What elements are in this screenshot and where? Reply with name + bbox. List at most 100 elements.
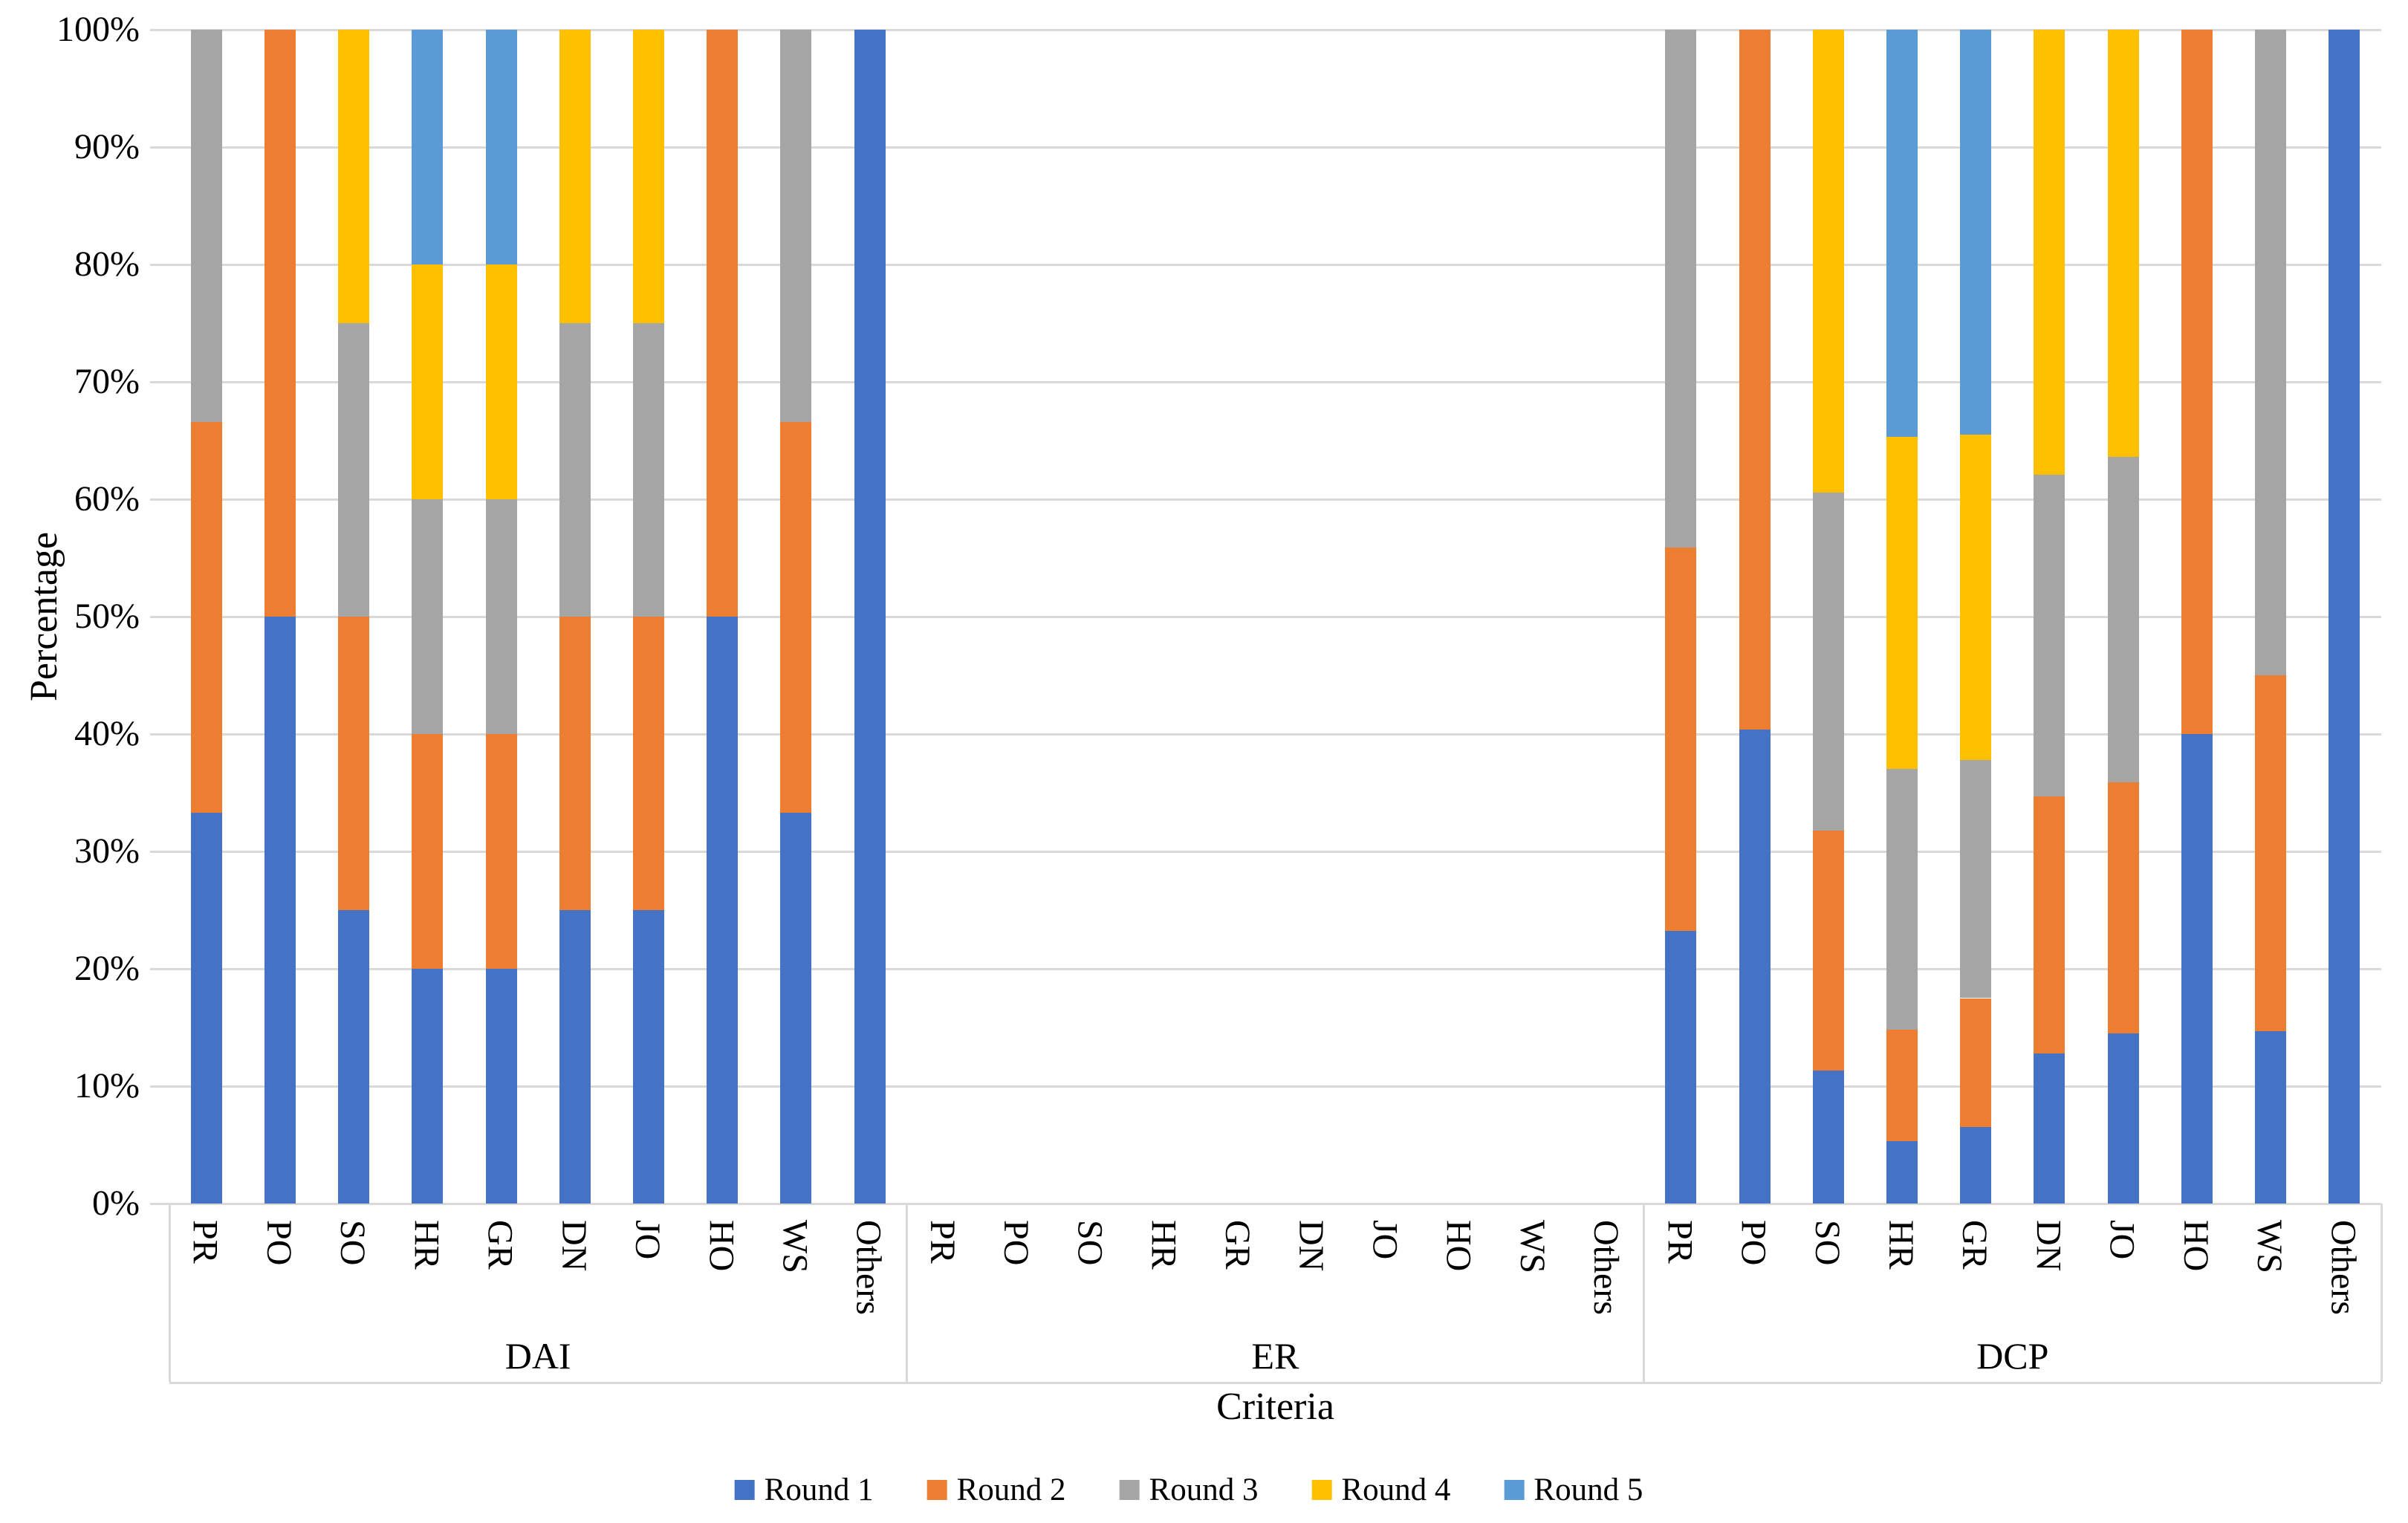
category-label: DN <box>554 1220 594 1272</box>
category-label: PR <box>922 1220 962 1264</box>
category-label: HR <box>1880 1220 1921 1270</box>
legend-item-round-2: Round 2 <box>926 1474 1066 1506</box>
category-label: Others <box>848 1220 889 1315</box>
category-label: WS <box>775 1220 815 1273</box>
category-label: WS <box>2250 1220 2290 1273</box>
bar-segment-round-2 <box>559 617 591 910</box>
category-label: SO <box>333 1220 373 1266</box>
category-label: HR <box>406 1220 447 1270</box>
gridline <box>169 615 2381 618</box>
bar-segment-round-3 <box>2255 30 2287 675</box>
bar-segment-round-1 <box>2329 30 2360 1204</box>
bar-segment-round-3 <box>780 30 812 422</box>
bar-segment-round-2 <box>412 734 444 969</box>
y-axis-tick <box>150 1085 169 1088</box>
legend-label: Round 5 <box>1534 1472 1643 1507</box>
y-axis-tick <box>150 967 169 970</box>
group-separator <box>168 1204 171 1382</box>
category-label: GR <box>1217 1220 1257 1270</box>
bar-segment-round-5 <box>485 30 517 264</box>
category-label: GR <box>480 1220 520 1270</box>
y-tick-label: 20% <box>74 949 140 988</box>
bar-segment-round-2 <box>1886 1030 1918 1142</box>
bar-segment-round-2 <box>338 617 370 910</box>
legend-label: Round 3 <box>1149 1472 1259 1507</box>
bar-segment-round-1 <box>1812 1071 1844 1204</box>
category-label: GR <box>1955 1220 1995 1270</box>
bar-segment-round-1 <box>780 812 812 1204</box>
bar-segment-round-2 <box>707 30 739 617</box>
y-tick-label: 100% <box>56 10 140 49</box>
category-label: DN <box>2028 1220 2068 1272</box>
gridline <box>169 146 2381 149</box>
category-label: SO <box>1070 1220 1110 1266</box>
bar-segment-round-3 <box>1960 759 1992 998</box>
legend: Round 1 Round 2 Round 3 Round 4 Round 5 <box>734 1472 1643 1507</box>
legend-item-round-3: Round 3 <box>1119 1472 1259 1507</box>
legend-swatch-icon <box>1504 1480 1525 1500</box>
bar-segment-round-1 <box>264 617 296 1204</box>
y-tick-label: 30% <box>74 831 140 871</box>
legend-label: Round 4 <box>1341 1472 1451 1507</box>
bar-segment-round-2 <box>1739 30 1771 730</box>
bar-segment-round-4 <box>633 30 665 323</box>
legend-label: Round 1 <box>764 1472 874 1507</box>
y-tick-label: 60% <box>74 479 140 519</box>
bar-segment-round-4 <box>559 30 591 323</box>
bar-segment-round-3 <box>1886 769 1918 1030</box>
y-axis-tick <box>150 850 169 853</box>
legend-item-round-5: Round 5 <box>1504 1474 1643 1506</box>
bar-segment-round-1 <box>1665 931 1697 1204</box>
bar-segment-round-2 <box>633 617 665 910</box>
category-label: HO <box>701 1220 741 1272</box>
y-axis-tick <box>150 28 169 31</box>
gridline <box>169 498 2381 501</box>
bar-segment-round-3 <box>485 499 517 734</box>
bar-segment-round-2 <box>2255 675 2287 1031</box>
bar-segment-round-2 <box>485 734 517 969</box>
bar-segment-round-3 <box>1812 492 1844 831</box>
bar-segment-round-2 <box>1960 998 1992 1128</box>
bar-segment-round-5 <box>1886 30 1918 438</box>
category-label: PO <box>996 1220 1036 1266</box>
bar-segment-round-1 <box>2255 1030 2287 1204</box>
bar-segment-round-3 <box>338 323 370 617</box>
legend-swatch-icon <box>1311 1480 1332 1500</box>
bar-segment-round-4 <box>1960 435 1992 760</box>
legend-item-round-4: Round 4 <box>1311 1474 1450 1506</box>
category-label: HO <box>2175 1220 2216 1272</box>
y-tick-label: 90% <box>74 127 140 166</box>
gridline <box>169 28 2381 31</box>
y-axis-tick <box>150 146 169 149</box>
bar-segment-round-1 <box>2034 1053 2065 1204</box>
category-label: JO <box>2102 1220 2142 1260</box>
legend-swatch-icon <box>926 1480 947 1500</box>
category-label: PO <box>259 1220 299 1266</box>
gridline <box>169 380 2381 383</box>
bar-segment-round-4 <box>412 264 444 499</box>
category-label: PO <box>1733 1220 1773 1266</box>
bar-segment-round-3 <box>559 323 591 617</box>
bar-segment-round-1 <box>2181 734 2213 1204</box>
legend-swatch-icon <box>734 1480 755 1500</box>
y-axis-tick <box>150 263 169 266</box>
bar-segment-round-1 <box>1886 1141 1918 1204</box>
bar-segment-round-3 <box>190 30 222 422</box>
y-tick-label: 80% <box>74 244 140 284</box>
category-label: Others <box>1586 1220 1626 1315</box>
gridline <box>169 1202 2381 1205</box>
bar-segment-round-3 <box>2107 457 2139 782</box>
x-axis-title: Criteria <box>1216 1386 1334 1428</box>
gridline <box>169 733 2381 735</box>
gridline <box>169 1085 2381 1088</box>
category-label: JO <box>628 1220 668 1260</box>
group-separator <box>905 1204 908 1382</box>
bar-segment-round-1 <box>2107 1033 2139 1204</box>
bar-segment-round-1 <box>485 969 517 1204</box>
legend-item-round-1: Round 1 <box>734 1472 874 1507</box>
gridline <box>169 967 2381 970</box>
y-axis-tick <box>150 615 169 618</box>
bar-segment-round-4 <box>1886 437 1918 770</box>
bar-segment-round-5 <box>412 30 444 264</box>
y-tick-label: 0% <box>92 1183 140 1223</box>
